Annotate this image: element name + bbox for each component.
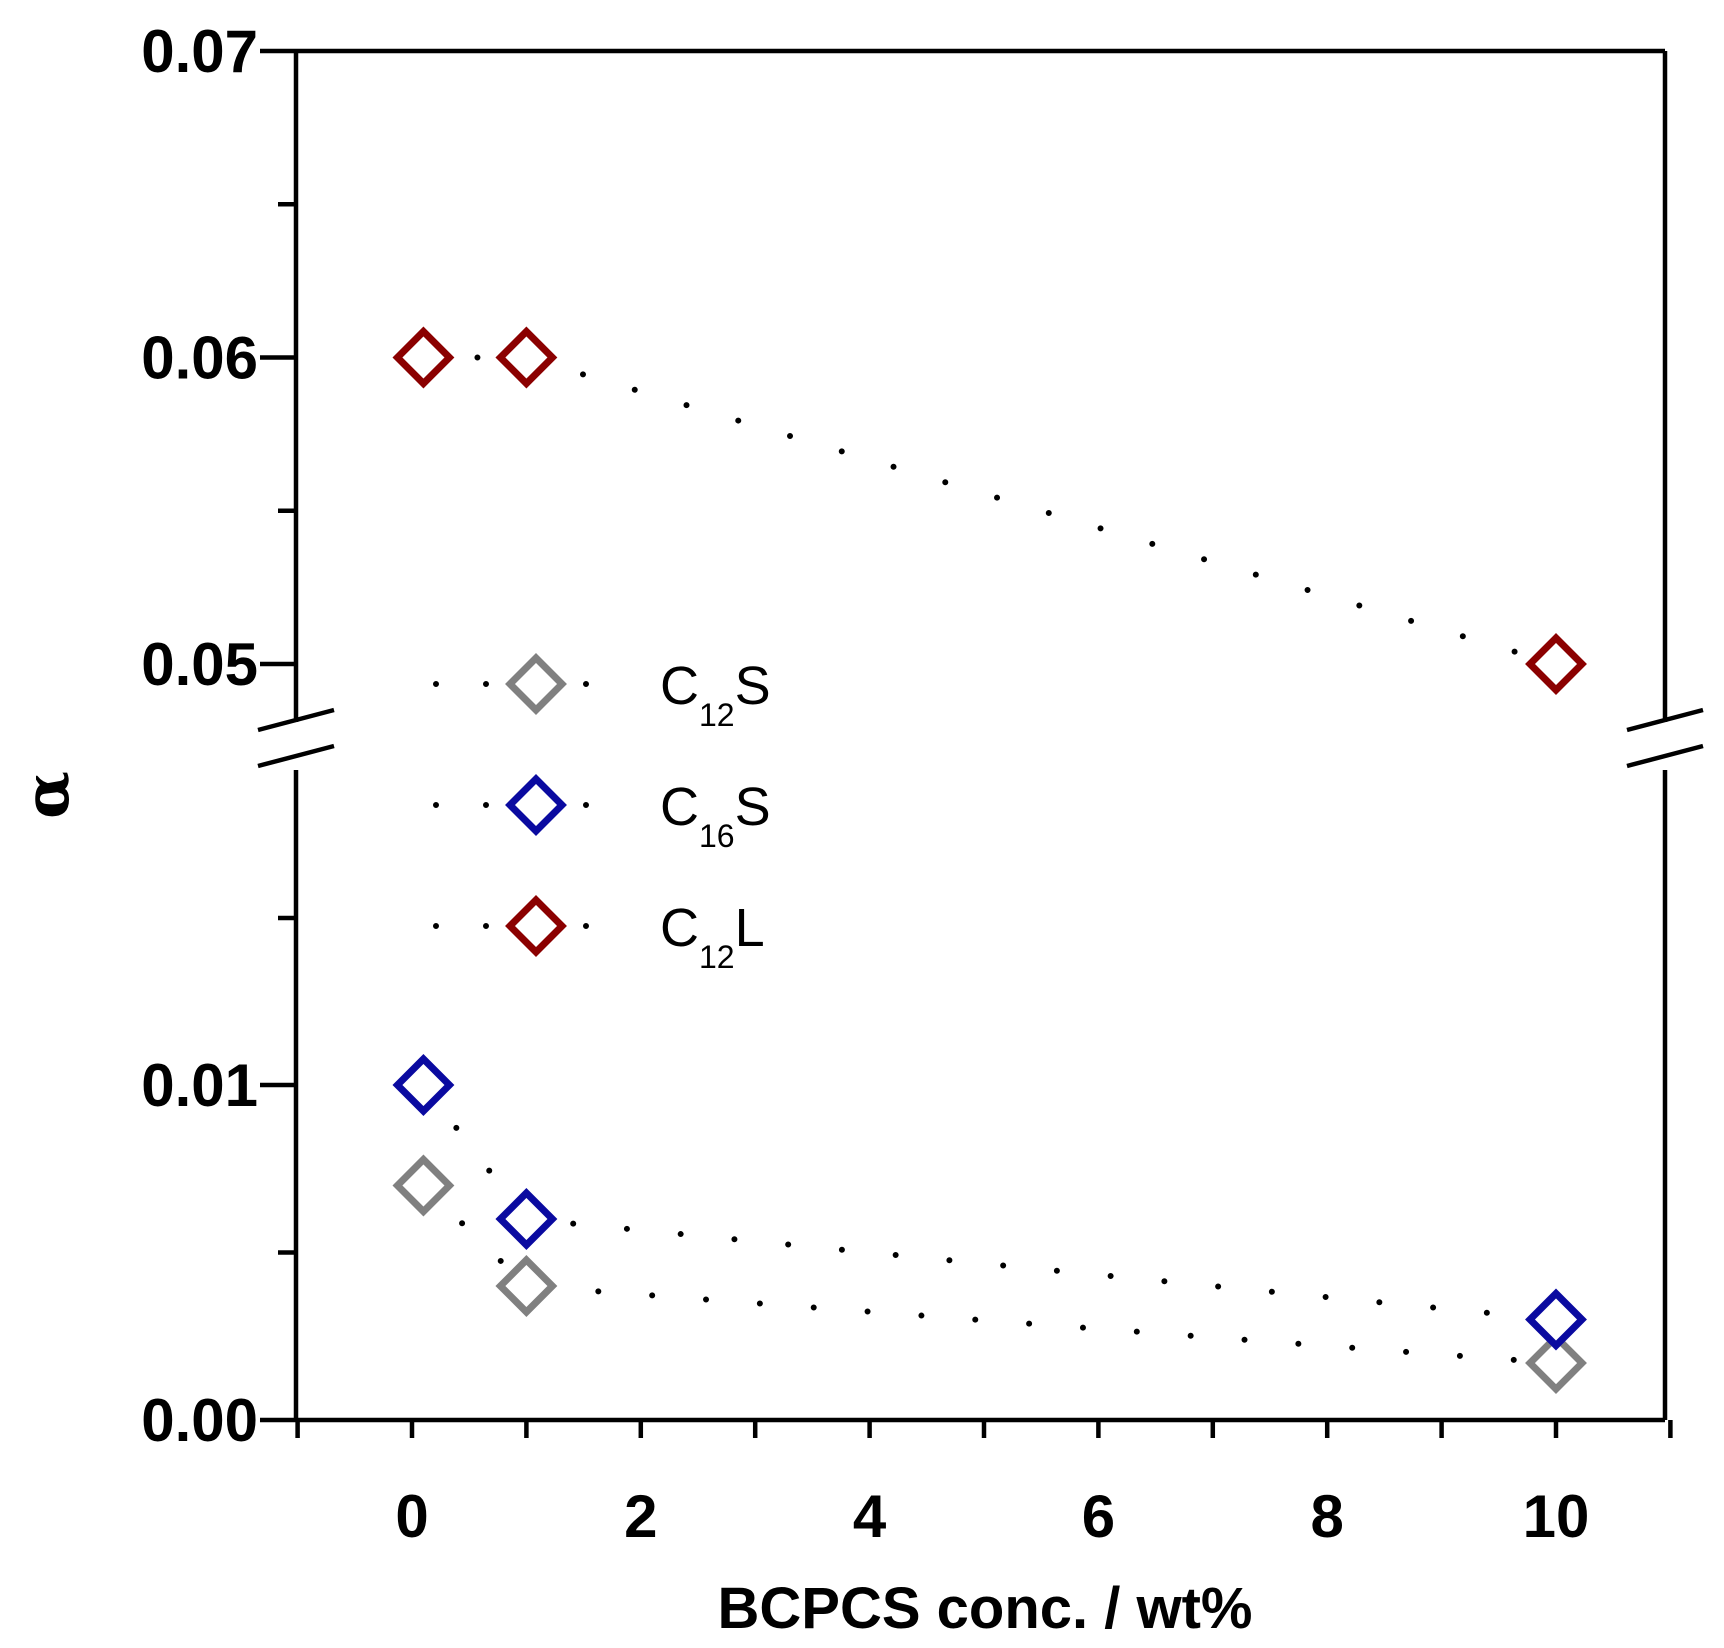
legend-label: C16S xyxy=(660,777,771,854)
x-tick-label: 8 xyxy=(1311,1483,1344,1550)
series-layer xyxy=(392,326,1587,1394)
data-point xyxy=(1525,633,1587,695)
legend-label-base: C xyxy=(660,777,699,837)
legend-entry-C12S: C12S xyxy=(433,653,771,733)
legend-label-suffix: L xyxy=(735,898,765,958)
data-point xyxy=(495,1255,558,1317)
series-line xyxy=(420,354,1559,667)
data-point xyxy=(495,326,558,389)
series-line xyxy=(420,1182,1559,1367)
legend-label-suffix: S xyxy=(735,777,771,837)
axis-break-right-upper xyxy=(1626,707,1704,733)
data-point xyxy=(495,1188,558,1250)
legend-entry-C12L: C12L xyxy=(433,895,765,975)
x-axis-label: BCPCS conc. / wt% xyxy=(718,1576,1253,1641)
series-C12S xyxy=(392,1154,1587,1394)
series-C12L xyxy=(392,326,1587,695)
y-tick-label: 0.05 xyxy=(141,631,258,698)
y-tick-label: 0.06 xyxy=(141,325,258,392)
series-line xyxy=(420,1082,1559,1323)
y-tick-label: 0.01 xyxy=(141,1052,258,1119)
axis-break-right-lower xyxy=(1626,743,1704,769)
legend-entry-C16S: C16S xyxy=(433,774,771,854)
legend-marker xyxy=(505,774,567,836)
legend-label-subscript: 16 xyxy=(699,818,735,854)
legend-marker xyxy=(505,895,567,957)
x-tick-label: 6 xyxy=(1082,1483,1115,1550)
data-point xyxy=(1525,1332,1587,1394)
y-axis-label: α xyxy=(10,771,83,819)
axis-ticks: 0 2 4 6 8 10 0.00 0.01 0.05 0.06 0.07 xyxy=(141,18,1673,1550)
legend-marker xyxy=(505,653,567,715)
x-tick-label: 2 xyxy=(624,1483,657,1550)
data-point xyxy=(392,326,455,389)
data-point xyxy=(1525,1288,1587,1351)
x-tick-label: 10 xyxy=(1523,1483,1590,1550)
y-tick-label: 0.07 xyxy=(141,18,258,85)
legend-label-suffix: S xyxy=(735,656,771,716)
legend-label: C12S xyxy=(660,656,771,733)
plot-frame xyxy=(257,48,1704,1423)
legend-label-base: C xyxy=(660,656,699,716)
series-C16S xyxy=(392,1054,1587,1351)
axis-break-left-lower xyxy=(257,743,335,769)
data-point xyxy=(392,1054,455,1116)
x-tick-label: 0 xyxy=(395,1483,428,1550)
y-tick-label: 0.00 xyxy=(141,1387,258,1454)
data-point xyxy=(392,1154,455,1217)
legend-label: C12L xyxy=(660,898,765,975)
legend-label-subscript: 12 xyxy=(699,939,735,975)
axis-break-left-upper xyxy=(257,707,335,733)
legend-label-subscript: 12 xyxy=(699,697,735,733)
x-tick-label: 4 xyxy=(853,1483,887,1550)
legend-label-base: C xyxy=(660,898,699,958)
